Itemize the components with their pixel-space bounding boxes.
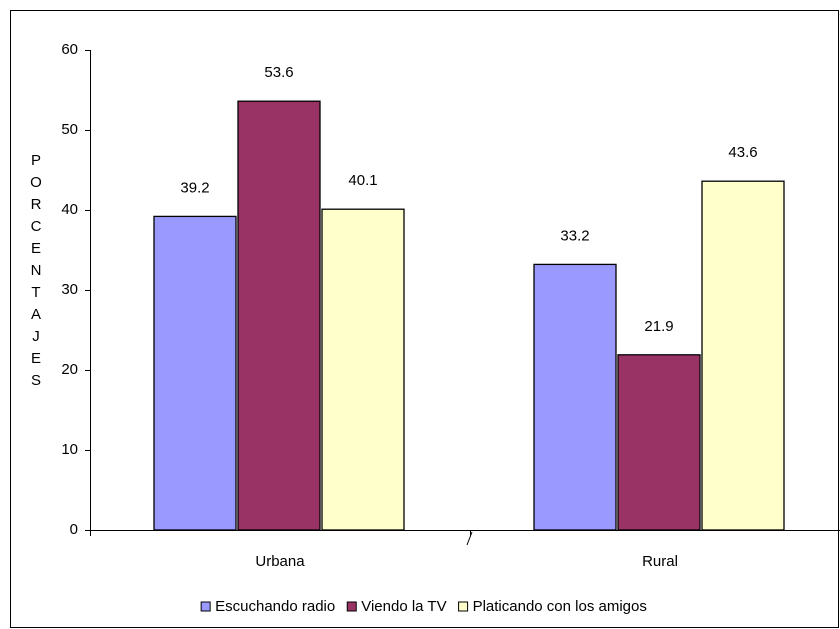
data-label: 33.2: [560, 227, 589, 244]
bar: [617, 354, 701, 531]
legend-label: Platicando con los amigos: [473, 598, 647, 615]
bar: [321, 208, 405, 531]
bar: [153, 215, 237, 531]
axis-break: [466, 531, 473, 546]
bar: [237, 100, 321, 531]
y-tick-label: 20: [61, 361, 78, 378]
legend-swatch: [200, 601, 211, 612]
bar: [701, 180, 785, 531]
y-tick-label: 10: [61, 441, 78, 458]
y-tick-label: 60: [61, 41, 78, 58]
x-tick-label: Rural: [642, 553, 678, 570]
legend-swatch: [458, 601, 469, 612]
data-label: 43.6: [728, 144, 757, 161]
bar: [533, 263, 617, 531]
y-tick-label: 0: [70, 521, 78, 538]
legend-label: Escuchando radio: [215, 598, 335, 615]
legend-label: Viendo la TV: [361, 598, 446, 615]
legend-swatch: [346, 601, 357, 612]
y-tick-label: 30: [61, 281, 78, 298]
y-tick-label: 50: [61, 121, 78, 138]
data-label: 21.9: [644, 318, 673, 335]
data-label: 40.1: [348, 172, 377, 189]
data-label: 53.6: [264, 64, 293, 81]
y-tick-label: 40: [61, 201, 78, 218]
y-axis-title: PORCENTAJES: [28, 152, 45, 394]
x-tick-label: Urbana: [255, 553, 305, 570]
data-label: 39.2: [180, 179, 209, 196]
